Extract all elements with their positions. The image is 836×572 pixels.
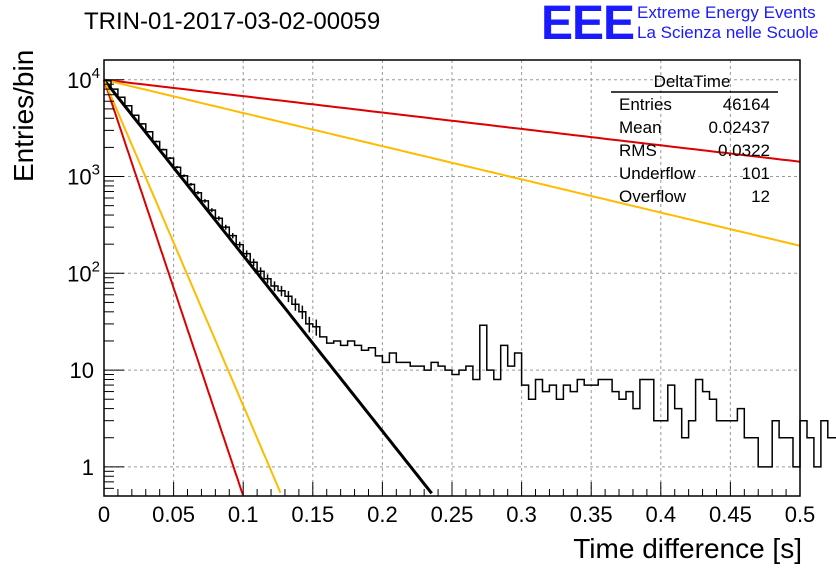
eee-logo-mark: EEE	[541, 0, 635, 50]
stats-value-underflow: 101	[742, 164, 770, 183]
stats-box: DeltaTime Entries 46164 Mean 0.02437 RMS 0.032…	[611, 72, 778, 206]
fit-curve-2	[103, 79, 282, 493]
fit-curves	[102, 78, 801, 496]
x-tick-label: 0.2	[367, 502, 398, 527]
grid-lines	[104, 60, 800, 496]
x-tick-label: 0.45	[709, 502, 752, 527]
logo-line-2: La Scienza nelle Scuole	[637, 23, 819, 42]
chart-title: TRIN-01-2017-03-02-00059	[84, 8, 381, 35]
x-axis-ticks: 0 0.05 0.1 0.15 0.2 0.25 0.3 0.35 0.4 0.45 0.5	[98, 482, 815, 527]
stats-value-overflow: 12	[751, 187, 770, 206]
y-tick-label: 102	[67, 258, 100, 286]
x-axis-label: Time difference [s]	[573, 533, 802, 564]
stats-value-entries: 46164	[723, 95, 770, 114]
logo-line-1: Extreme Energy Events	[637, 3, 816, 22]
x-tick-label: 0.1	[228, 502, 259, 527]
x-tick-label: 0	[98, 502, 110, 527]
y-axis-label: Entries/bin	[8, 49, 39, 182]
y-tick-label: 104	[67, 65, 100, 93]
fit-curve-4	[103, 78, 801, 247]
stats-label-entries: Entries	[619, 95, 672, 114]
x-tick-label: 0.35	[570, 502, 613, 527]
x-tick-label: 0.05	[152, 502, 195, 527]
x-tick-label: 0.25	[431, 502, 474, 527]
stats-label-mean: Mean	[619, 118, 662, 137]
fit-curve-0	[102, 78, 433, 495]
x-tick-label: 0.15	[291, 502, 334, 527]
stats-value-rms: 0.0322	[718, 141, 770, 160]
stats-label-underflow: Underflow	[619, 164, 696, 183]
stats-label-overflow: Overflow	[619, 187, 687, 206]
x-tick-label: 0.4	[646, 502, 677, 527]
y-axis-ticks: 1 10 102 103 104	[67, 65, 124, 497]
x-tick-label: 0.3	[506, 502, 537, 527]
fit-curve-1	[103, 79, 244, 496]
y-tick-label: 10	[70, 358, 94, 383]
y-tick-label: 103	[67, 162, 100, 190]
stats-value-mean: 0.02437	[709, 118, 770, 137]
y-tick-label: 1	[82, 455, 94, 480]
histogram	[104, 79, 836, 468]
stats-label-rms: RMS	[619, 141, 657, 160]
x-tick-label: 0.5	[785, 502, 816, 527]
fit-curve-3	[103, 78, 801, 163]
stats-box-title: DeltaTime	[654, 72, 731, 91]
